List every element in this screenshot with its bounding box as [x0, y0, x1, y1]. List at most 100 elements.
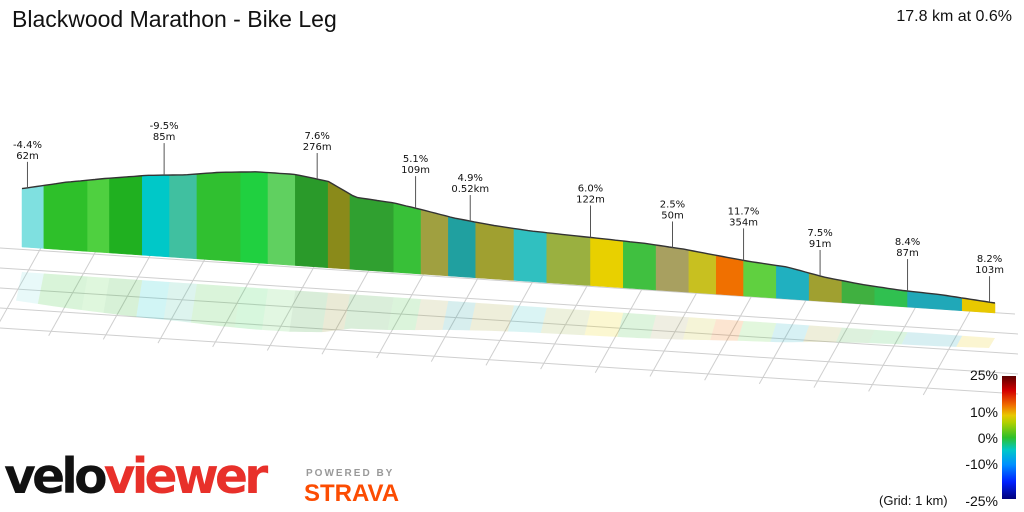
grid-column-line [813, 301, 863, 388]
profile-segment-reflection [261, 288, 296, 332]
profile-segment [240, 171, 269, 264]
profile-segment-reflection [770, 323, 810, 343]
grid-column-line [758, 297, 808, 385]
grid-column-line [321, 268, 371, 355]
ground-grid [0, 245, 1019, 396]
profile-reflection [16, 272, 995, 348]
profile-segment [21, 185, 45, 249]
grid-column-line [48, 249, 98, 336]
grid-column-line [376, 271, 426, 359]
profile-segment-reflection [289, 290, 329, 333]
profile-segment-reflection [650, 315, 689, 340]
grid-column-line [649, 290, 699, 377]
profile-segment [267, 172, 296, 266]
profile-segment [393, 202, 422, 275]
profile-segment [743, 260, 777, 299]
profile-segment [776, 265, 810, 301]
grid-column-line [430, 275, 480, 362]
annotation-length: 91m [809, 239, 831, 250]
profile-segment [87, 177, 110, 254]
profile-segment [109, 175, 143, 256]
gradient-annotations: -4.4%62m -9.5%85m 7.6%276m 5.1%109m 4.9%0.52… [13, 121, 1004, 303]
annotation-length: 0.52km [451, 184, 489, 195]
powered-by-label: POWERED BY [306, 468, 395, 479]
annotation-grade: 5.1% [403, 154, 428, 165]
profile-segment [475, 221, 515, 281]
profile-segment-reflection [16, 272, 44, 304]
annotation-length: 62m [16, 151, 38, 162]
grid-column-line [485, 279, 535, 366]
grid-column-line [266, 264, 316, 351]
grid-note: (Grid: 1 km) [879, 493, 948, 508]
grid-row-line [0, 287, 1019, 355]
profile-segment-reflection [710, 319, 744, 341]
grid-row-line [0, 327, 1019, 395]
profile-segment [43, 179, 88, 252]
grid-column-line [540, 282, 590, 370]
grid-column-line [922, 308, 972, 396]
profile-segment [590, 237, 624, 289]
profile-segment-reflection [442, 300, 476, 331]
grid-row-line [0, 267, 1019, 335]
profile-segment-reflection [81, 276, 110, 313]
profile-segment-reflection [415, 299, 449, 331]
profile-segment [142, 174, 170, 258]
annotation-length: 109m [401, 165, 430, 176]
profile-segment [349, 193, 394, 273]
gradient-color-scale [1002, 376, 1016, 499]
annotation-grade: 7.6% [304, 131, 329, 142]
strava-logo: STRAVA [304, 480, 400, 507]
profile-segment [420, 209, 449, 277]
profile-segment [169, 173, 198, 260]
profile-segment-reflection [190, 283, 241, 328]
profile-segment-reflection [540, 307, 591, 336]
scale-tick-25: 25% [969, 367, 998, 383]
logo-viewer: viewer [103, 448, 269, 505]
profile-segment-reflection [682, 317, 717, 341]
grid-column-line [157, 256, 207, 344]
profile-segment-reflection [469, 302, 514, 332]
profile-segment [295, 174, 329, 269]
profile-segment [655, 244, 690, 293]
annotation-length: 122m [576, 194, 605, 205]
grid-row-line [0, 307, 1019, 375]
veloviewer-logo: veloviewer [4, 452, 268, 501]
scale-tick-0: 0% [977, 430, 998, 446]
profile-segment-reflection [163, 282, 197, 323]
grid-column-line [594, 286, 644, 374]
annotation-length: 87m [896, 248, 918, 259]
grid-column-line [102, 253, 152, 340]
profile-segment-reflection [737, 320, 777, 342]
profile-segment [196, 171, 241, 263]
annotation-length: 50m [661, 210, 683, 221]
profile-segment [327, 180, 351, 270]
annotation-grade: 6.0% [578, 183, 603, 194]
grid-column-line [212, 260, 262, 348]
annotation-grade: 11.7% [728, 206, 760, 217]
chart-title: Blackwood Marathon - Bike Leg [12, 6, 337, 32]
annotation-length: 276m [303, 142, 332, 153]
profile-segment-reflection [507, 305, 547, 333]
profile-segment-reflection [803, 325, 842, 343]
profile-segment-reflection [835, 327, 875, 344]
annotation-grade: -4.4% [13, 140, 42, 151]
profile-segment [513, 228, 548, 283]
annotation-grade: -9.5% [150, 121, 179, 132]
grid-column-line [868, 305, 918, 392]
logo-velo: velo [4, 448, 108, 505]
annotation-grade: 2.5% [660, 199, 685, 210]
annotation-length: 354m [729, 217, 758, 228]
annotation-grade: 8.2% [977, 254, 1002, 265]
profile-segment-reflection [956, 335, 995, 348]
profile-segment-reflection [37, 273, 88, 311]
profile-segment [688, 249, 717, 295]
profile-segment-reflection [103, 277, 143, 317]
profile-segment-reflection [617, 312, 657, 339]
profile-segment [623, 240, 657, 291]
profile-segment-reflection [868, 329, 908, 345]
scale-tick-minus-25: -25% [965, 493, 998, 509]
annotation-length: 85m [153, 132, 175, 143]
profile-segment [448, 216, 476, 279]
profile-segment-reflection [343, 294, 394, 331]
profile-segment-reflection [234, 286, 268, 330]
